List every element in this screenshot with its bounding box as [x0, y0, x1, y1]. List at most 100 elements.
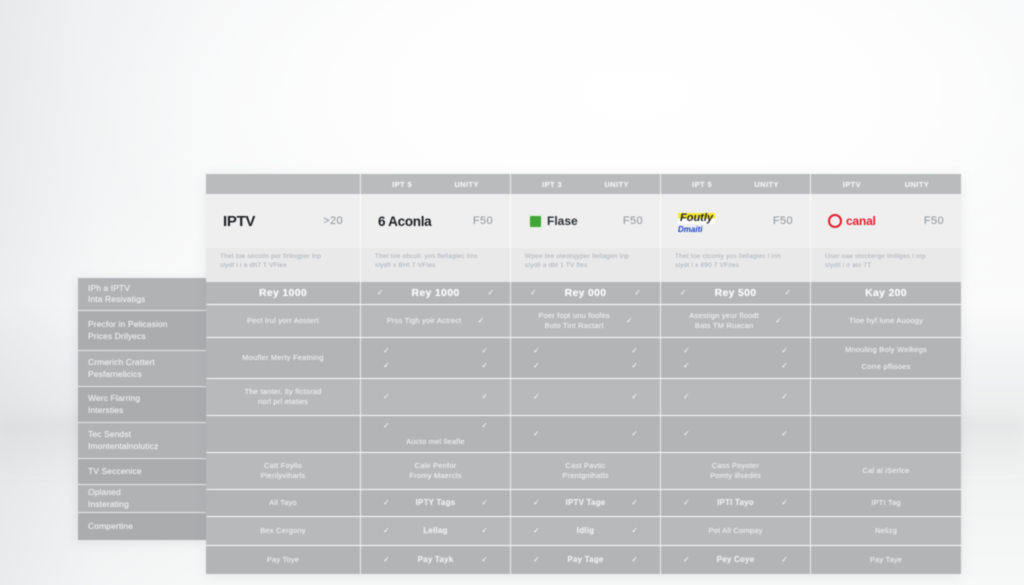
key-cell-3[interactable]: ✓ Rey 500 ✓ [661, 282, 811, 304]
cell-label: The tanter. lty flctorad norl prl etaties [244, 387, 322, 406]
tick-text-tick: ✓ Pey Coye ✓ [669, 555, 802, 565]
rail-item-label: Inta Resivatigs [88, 294, 146, 304]
brand-logo-0[interactable]: IPTV [223, 213, 255, 230]
check-icon: ✓ [533, 555, 540, 564]
brand-cell-3[interactable]: Foutly Dmaiti F50 [661, 194, 811, 248]
feature-cell-r1-c4[interactable]: Mnouling Boly Welkegs Corre pflisoes [811, 338, 961, 378]
eyebrow-label-right-2: UNITY [604, 179, 629, 189]
feature-cell-r4-c1[interactable]: Cale Penfor Fromy Maercls [361, 453, 511, 489]
feature-cell-r7-c3[interactable]: ✓ Pey Coye ✓ [661, 546, 811, 574]
feature-cell-r6-c4[interactable]: Nelizg [811, 517, 961, 545]
brand-cell-0[interactable]: IPTV >20 [206, 194, 361, 248]
feature-cell-r4-c2[interactable]: Cast Pavtic Prentgnihatls [511, 453, 661, 489]
rail-item-2[interactable]: Crmerich Crattert Pesfarnelicics [78, 350, 208, 386]
feature-cell-r5-c3[interactable]: ✓ IPTI Tayo ✓ [661, 490, 811, 516]
feature-cell-r2-c0[interactable]: The tanter. lty flctorad norl prl etaties [206, 379, 361, 415]
eyebrow-label-left-4: IPTV [842, 179, 862, 189]
tick-pair: ✓ ✓ [519, 430, 652, 438]
feature-cell-r6-c0[interactable]: Bex Cergony [206, 517, 361, 545]
cell-stack: ✓ ✓ Aucto mel lleafle [369, 421, 502, 447]
feature-cell-r4-c0[interactable]: Catt Foyllo Pienlyviharls [206, 453, 361, 489]
cell-label: Aucto mel lleafle [406, 436, 465, 446]
feature-cell-r0-c0[interactable]: Pect lrul yorr Aostert [206, 305, 361, 337]
cell-label: Pey Coye [716, 555, 755, 564]
cell-content: ✓ Idlig ✓ [519, 526, 652, 536]
feature-cell-r5-c1[interactable]: ✓ IPTY Tags ✓ [361, 490, 511, 516]
blurb-text-0: Thet toe secoiln por firlingper lnp slydf… [220, 253, 322, 269]
rail-item-0[interactable]: IPh a IPTV Inta Resivatigs [78, 278, 208, 310]
eyebrow-label-left-1: IPT 5 [392, 179, 413, 189]
key-cell-4[interactable]: ✓Kay 200✓ [811, 282, 961, 304]
feature-cell-r0-c4[interactable]: Tloe hyf lune Auoogy [811, 305, 961, 337]
rail-item-3[interactable]: Werc Flarring Intersties [78, 386, 208, 422]
feature-cell-r3-c0[interactable] [206, 416, 361, 452]
feature-cell-r1-c3[interactable]: ✓ ✓ ✓ ✓ [661, 338, 811, 378]
feature-cell-r7-c0[interactable]: Pay Toye [206, 546, 361, 574]
cell-content: Pay Toye [214, 555, 352, 565]
green-square-icon [528, 213, 543, 229]
rail-item-label: TV Seccenice [88, 465, 142, 476]
rail-item-1[interactable]: Precfor in Pelicasion Prices Drilyecs [78, 310, 208, 350]
feature-cell-r7-c4[interactable]: Pay Taye [811, 546, 961, 574]
blurb-cell-4: User oae stockerge linlilges l orp slydll… [811, 248, 961, 282]
brand-logo-4[interactable]: canal [828, 214, 876, 228]
brand-logo-3[interactable]: Foutly Dmaiti [678, 208, 715, 234]
check-icon: ✓ [781, 498, 788, 507]
feature-cell-r1-c1[interactable]: ✓ ✓ ✓ ✓ [361, 338, 511, 378]
rail-item-6[interactable]: Oplaned Insterating [78, 484, 208, 512]
cell-label: All Tayo [269, 498, 297, 507]
cell-content: ✓ ✓ ✓ ✓ [519, 346, 652, 370]
feature-cell-r2-c4[interactable] [811, 379, 961, 415]
table-row: The tanter. lty flctorad norl prl etaties… [206, 378, 961, 415]
feature-cell-r2-c3[interactable]: ✓ ✓ [661, 379, 811, 415]
cell-content: Bex Cergony [214, 526, 352, 536]
feature-cell-r6-c1[interactable]: ✓ Lellag ✓ [361, 517, 511, 545]
brand-cell-2[interactable]: Flase F50 [511, 194, 661, 248]
feature-cell-r3-c4[interactable] [811, 416, 961, 452]
brand-logo-1[interactable]: 6 Aconla [378, 214, 432, 229]
feature-cell-r0-c3[interactable]: Asestign yeur floodt Bats TM Ruacan ✓ [661, 305, 811, 337]
brand-price-4: F50 [923, 215, 944, 227]
feature-cell-r0-c2[interactable]: Poer fopt unu foofes Buto Tint Ractart ✓ [511, 305, 661, 337]
brand-cell-4[interactable]: canal F50 [811, 194, 961, 248]
brand-cell-1[interactable]: 6 Aconla F50 [361, 194, 511, 248]
eyebrow-cell-2: IPT 3 UNITY [511, 174, 661, 194]
feature-cell-r5-c4[interactable]: IPTI Tag [811, 490, 961, 516]
feature-cell-r1-c0[interactable]: Moufler Merty Featning [206, 338, 361, 378]
feature-cell-r3-c3[interactable]: ✓ ✓ [661, 416, 811, 452]
tick-text-tick: ✓ IPTV Tage ✓ [519, 498, 652, 508]
tick-pair: ✓ ✓ [519, 361, 652, 370]
rail-item-7[interactable]: Compertine [78, 512, 208, 540]
check-icon: ✓ [383, 498, 390, 507]
key-cell-0[interactable]: ✓Rey 1000✓ [206, 282, 361, 304]
cell-label: Tloe hyf lune Auoogy [848, 316, 924, 325]
rail-item-5[interactable]: TV Seccenice [78, 458, 208, 484]
feature-cell-r7-c2[interactable]: ✓ Pay Tage ✓ [511, 546, 661, 574]
check-icon: ✓ [383, 555, 390, 564]
cell-label: IPTI Tayo [717, 498, 754, 507]
key-cell-1[interactable]: ✓ Rey 1000 ✓ [361, 282, 511, 304]
feature-cell-r5-c0[interactable]: All Tayo [206, 490, 361, 516]
key-cell-2[interactable]: ✓ Rey 000 ✓ [511, 282, 661, 304]
feature-cell-r6-c2[interactable]: ✓ Idlig ✓ [511, 517, 661, 545]
feature-cell-r0-c1[interactable]: Prss Tigh yoir Actrect ✓ [361, 305, 511, 337]
feature-cell-r4-c4[interactable]: Cal al iSerlce [811, 453, 961, 489]
feature-cell-r7-c1[interactable]: ✓ Pay Tayk ✓ [361, 546, 511, 574]
feature-cell-r4-c3[interactable]: Cass Poyoter Pomty illsedits [661, 453, 811, 489]
tick-text-tick: ✓ Lellag ✓ [369, 526, 502, 536]
cell-content: Asestign yeur floodt Bats TM Ruacan ✓ [669, 311, 802, 331]
feature-cell-r3-c2[interactable]: ✓ ✓ [511, 416, 661, 452]
table-row: Moufler Merty Featning ✓ ✓ ✓ ✓ ✓ ✓ ✓ ✓ ✓ ✓ ✓ ✓ Mnouli… [206, 337, 961, 378]
cell-label: Cal al iSerlce [862, 466, 910, 475]
feature-cell-r2-c1[interactable]: ✓ ✓ [361, 379, 511, 415]
cell-content: Pot All Compay [669, 526, 802, 536]
table-eyebrow-row: IPT 5 UNITY IPT 3 UNITY IPT 5 UNITY IPTV UNITY [206, 174, 961, 194]
feature-cell-r6-c3[interactable]: Pot All Compay [661, 517, 811, 545]
rail-item-4[interactable]: Tec Sendst Imontentalnoluticz [78, 422, 208, 458]
feature-cell-r1-c2[interactable]: ✓ ✓ ✓ ✓ [511, 338, 661, 378]
brand-logo-2[interactable]: Flase [528, 213, 578, 229]
feature-cell-r3-c1[interactable]: ✓ ✓ Aucto mel lleafle [361, 416, 511, 452]
cell-content: IPTI Tag [819, 498, 953, 508]
feature-cell-r5-c2[interactable]: ✓ IPTV Tage ✓ [511, 490, 661, 516]
feature-cell-r2-c2[interactable]: ✓ ✓ [511, 379, 661, 415]
